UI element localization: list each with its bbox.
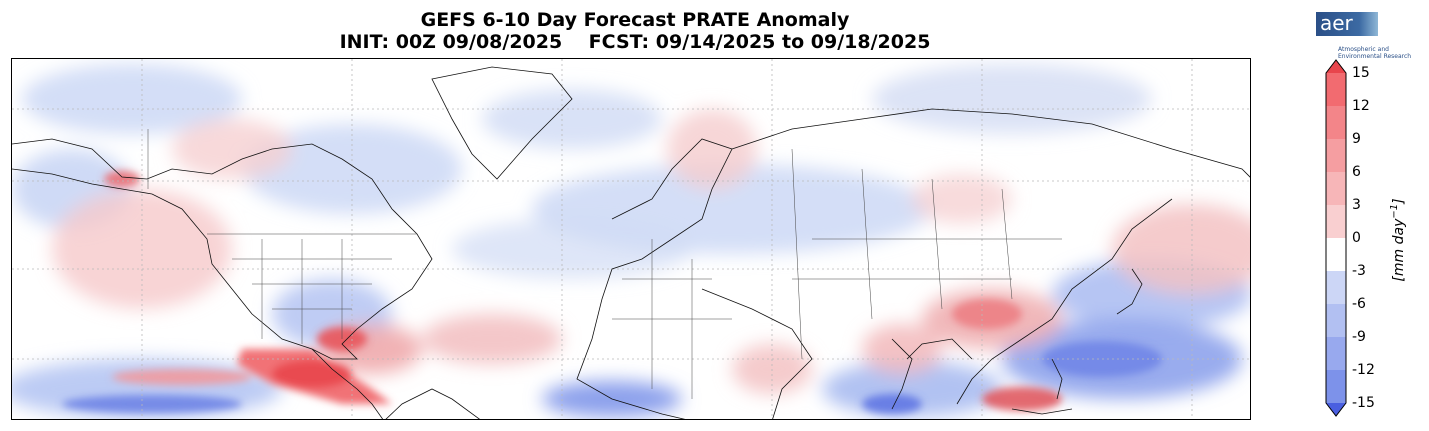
colorbar-tick-label: 9 [1352,131,1361,147]
chart-subtitle: INIT: 00Z 09/08/2025 FCST: 09/14/2025 to… [339,31,931,53]
colorbar-tick-label: 3 [1352,197,1361,213]
colorbar-band-negative [1326,370,1346,404]
colorbar-tick-label: 6 [1352,164,1361,180]
colorbar-band-negative [1326,238,1346,272]
colorbar-units: [mm day−1] [1389,198,1407,282]
anomaly-map [11,58,1251,420]
colorbar-tick-label: -12 [1352,362,1375,378]
colorbar-tick-label: 0 [1352,230,1361,246]
aer-logo: aer Atmospheric and Environmental Resear… [1316,12,1420,60]
graticule [12,59,1250,419]
aer-logo-mark: aer [1316,12,1378,36]
colorbar-band-positive [1326,205,1346,239]
colorbar-band-positive [1326,73,1346,107]
aer-logo-line2: Environmental Research [1338,53,1412,60]
colorbar-band-negative [1326,271,1346,305]
colorbar-tick-label: 12 [1352,98,1370,114]
colorbar-extend-min [1326,403,1346,416]
colorbar [1325,59,1347,417]
colorbar-tick-label: -9 [1352,329,1366,345]
colorbar-extend-max [1326,60,1346,73]
colorbar-band-positive [1326,106,1346,140]
colorbar-tick-label: 15 [1352,65,1370,81]
colorbar-band-positive [1326,172,1346,206]
colorbar-band-negative [1326,304,1346,338]
colorbar-tick-label: -15 [1352,395,1375,411]
colorbar-band-positive [1326,139,1346,173]
map-canvas [12,59,1250,419]
anomaly-shading-strong [62,171,1162,414]
coastlines [12,66,1250,419]
colorbar-bands [1326,60,1346,416]
chart-title: GEFS 6-10 Day Forecast PRATE Anomaly [420,9,850,31]
colorbar-tick-label: -6 [1352,296,1366,312]
colorbar-band-negative [1326,337,1346,371]
political-borders [147,129,1062,399]
aer-logo-line1: Atmospheric and [1338,46,1389,53]
colorbar-tick-label: -3 [1352,263,1366,279]
